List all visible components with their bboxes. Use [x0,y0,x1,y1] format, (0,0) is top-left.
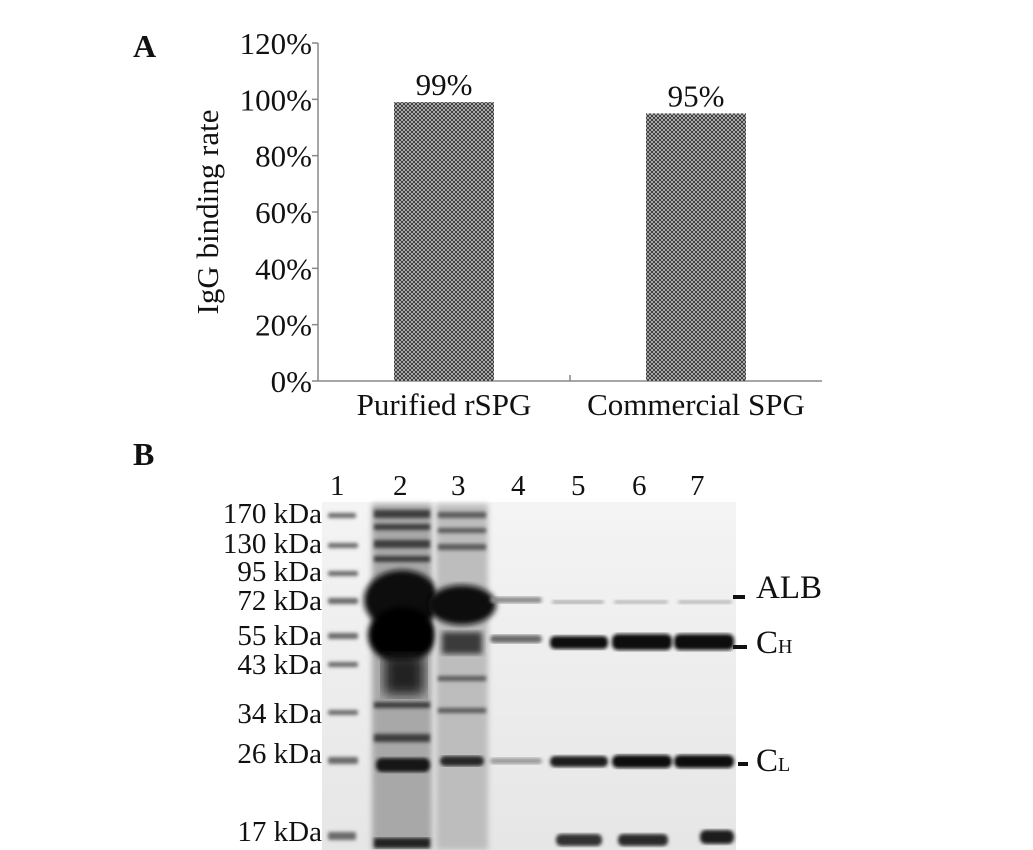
y-tick-label: 120% [240,26,312,61]
bar-chart: 0% 20% 40% 60% 80% 100% 120% IgG binding rate 99… [190,26,822,422]
gel-image [322,502,736,850]
x-category-label: Commercial SPG [587,387,805,422]
marker-label-95: 95 kDa [237,556,322,588]
y-axis-title: IgG binding rate [190,110,225,315]
y-tick-label: 80% [255,139,312,174]
lane-label-5: 5 [571,470,586,502]
marker-label-130: 130 kDa [222,528,322,560]
marker-label-55: 55 kDa [237,620,322,652]
lane-3-flowthrough [428,504,496,850]
light-chain-sub: L [778,754,791,776]
alb-label-text: ALB [756,570,822,606]
heavy-chain-sub: H [778,636,793,658]
heavy-chain-label: CH [756,627,792,660]
light-chain-main: C [756,743,779,779]
marker-label-72: 72 kDa [237,585,322,617]
lane-2-lysate [364,504,440,850]
lane-label-2: 2 [393,470,408,502]
y-tick-label: 20% [255,308,312,343]
x-category-label: Purified rSPG [357,387,532,422]
marker-label-43: 43 kDa [237,649,322,681]
lane-1-ladder [328,513,358,840]
marker-label-170: 170 kDa [222,498,322,530]
lane-label-6: 6 [632,470,647,502]
bar-data-label: 95% [668,78,725,113]
lane-label-3: 3 [451,470,466,502]
lane-4 [490,597,542,764]
marker-label-26: 26 kDa [237,738,322,770]
lane-7 [674,600,734,844]
y-tick-label: 100% [240,82,312,117]
y-tick-label: 60% [255,195,312,230]
y-tick-label: 40% [255,251,312,286]
lane-6 [612,600,672,846]
bar-1 [394,102,494,382]
gel-panel [0,440,1033,850]
heavy-chain-main: C [756,625,779,661]
heavy-chain-tick [733,645,747,649]
light-chain-tick [738,762,748,766]
y-tick-label: 0% [271,364,312,399]
lane-label-4: 4 [511,470,526,502]
alb-label: ALB [756,572,822,605]
panel-b-label: B [133,436,155,472]
lane-label-1: 1 [330,470,345,502]
panel-a-label: A [133,28,157,64]
chart-bars [394,102,746,382]
bar-2 [646,113,746,382]
lane-5 [550,600,608,846]
marker-label-17: 17 kDa [237,816,322,848]
marker-label-34: 34 kDa [237,698,322,730]
light-chain-label: CL [756,745,790,778]
lane-label-7: 7 [690,470,705,502]
bar-data-label: 99% [416,67,473,102]
chart-labels: 0% 20% 40% 60% 80% 100% 120% IgG binding rate 99… [190,26,805,422]
alb-tick [733,595,745,599]
